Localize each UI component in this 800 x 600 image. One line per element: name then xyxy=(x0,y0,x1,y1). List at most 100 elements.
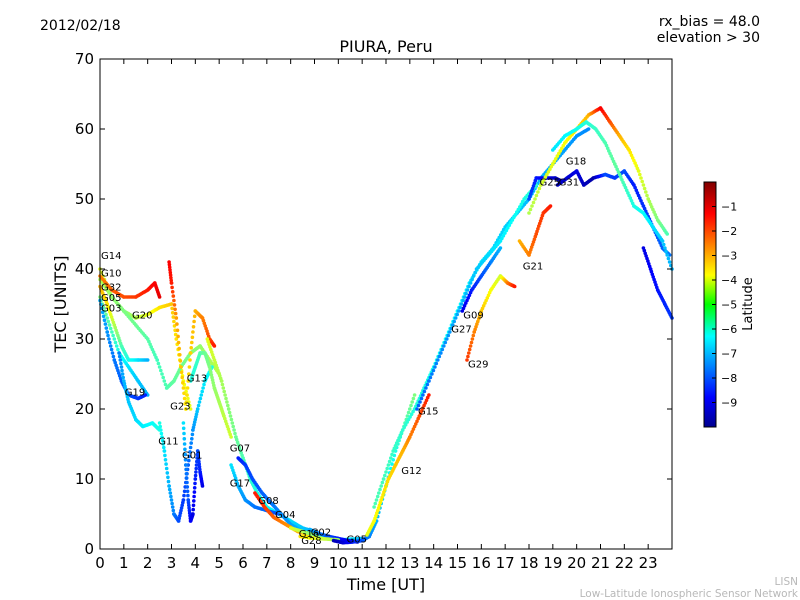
colorbar-label: Latitude xyxy=(741,277,756,331)
data-point xyxy=(380,480,385,485)
data-point xyxy=(102,318,107,323)
data-point xyxy=(461,298,466,303)
data-point xyxy=(184,467,188,472)
y-axis-ticks: 0 10 20 30 40 50 60 70 xyxy=(75,50,672,558)
data-point xyxy=(642,248,647,253)
data-point xyxy=(186,498,190,502)
label-g17: G17 xyxy=(230,479,250,490)
data-point xyxy=(196,451,200,456)
data-point xyxy=(400,428,405,432)
data-point xyxy=(178,514,182,518)
data-point xyxy=(555,154,560,158)
data-point xyxy=(151,350,156,354)
data-point xyxy=(439,351,443,355)
data-point xyxy=(652,210,656,214)
data-point xyxy=(174,337,179,341)
data-point xyxy=(665,253,669,257)
x-tick-label: 13 xyxy=(400,554,419,572)
data-point xyxy=(228,414,233,418)
data-point xyxy=(384,482,389,487)
data-point xyxy=(159,431,164,436)
data-point xyxy=(198,467,202,472)
data-point xyxy=(143,393,148,397)
label-g27: G27 xyxy=(451,325,471,336)
data-point xyxy=(163,458,168,462)
label-g20: G20 xyxy=(132,311,152,322)
data-point xyxy=(424,398,429,403)
series-g09 xyxy=(460,246,503,313)
data-point xyxy=(549,164,554,169)
x-axis-ticks: 0 1 2 3 4 5 6 7 8 9 10 11 12 13 14 15 16 17 18 19 20 21 22 23 xyxy=(95,59,658,572)
data-point xyxy=(167,484,171,488)
data-point xyxy=(190,340,194,345)
data-point xyxy=(486,293,491,298)
data-point xyxy=(533,197,537,201)
data-point xyxy=(159,368,163,373)
data-point xyxy=(516,207,521,212)
label-g28: G28 xyxy=(301,536,321,547)
data-point xyxy=(187,508,192,513)
data-point xyxy=(182,493,186,498)
data-point xyxy=(561,143,566,148)
data-point xyxy=(183,447,187,452)
data-point xyxy=(542,178,546,182)
data-point xyxy=(185,489,190,494)
data-point xyxy=(422,389,427,394)
label-g05b: G05 xyxy=(347,535,367,546)
data-point xyxy=(187,503,191,508)
data-point xyxy=(406,410,411,415)
data-point xyxy=(116,347,120,352)
data-point xyxy=(455,312,460,317)
label-g19: G19 xyxy=(125,388,145,399)
data-point xyxy=(639,176,643,180)
data-point xyxy=(419,396,424,401)
data-point xyxy=(543,175,548,179)
data-point xyxy=(176,334,180,339)
label-g12: G12 xyxy=(401,466,421,477)
x-tick-label: 15 xyxy=(448,554,467,572)
data-point xyxy=(663,246,667,250)
data-point xyxy=(197,459,201,464)
data-point xyxy=(108,326,113,331)
data-point xyxy=(377,503,382,508)
data-point xyxy=(163,382,168,387)
data-point xyxy=(103,322,108,326)
data-point xyxy=(164,462,168,466)
data-point xyxy=(530,204,534,208)
data-point xyxy=(377,491,381,495)
data-point xyxy=(403,423,408,427)
data-point xyxy=(202,382,206,387)
x-tick-label: 5 xyxy=(214,554,224,572)
data-point xyxy=(469,340,474,345)
data-point xyxy=(187,372,191,376)
data-point xyxy=(157,365,162,369)
label-g08: G08 xyxy=(258,496,278,507)
data-point xyxy=(667,260,672,264)
label-g29: G29 xyxy=(468,360,488,371)
data-point xyxy=(157,295,162,299)
data-point xyxy=(119,361,123,366)
data-point xyxy=(169,498,174,502)
data-point xyxy=(99,270,104,275)
data-point xyxy=(647,199,652,204)
data-point xyxy=(448,330,452,334)
data-point xyxy=(107,337,111,341)
data-point xyxy=(628,196,633,200)
data-point xyxy=(436,358,440,362)
data-point xyxy=(473,270,477,275)
data-point xyxy=(182,391,186,396)
data-point xyxy=(187,454,192,459)
data-point xyxy=(168,273,173,277)
data-point xyxy=(470,277,474,282)
data-point xyxy=(411,396,416,401)
x-tick-label: 7 xyxy=(262,554,272,572)
data-point xyxy=(220,382,225,387)
data-point xyxy=(385,466,390,471)
colorbar-tick-label: −6 xyxy=(721,323,737,336)
data-point xyxy=(416,403,421,408)
data-point xyxy=(195,407,200,411)
data-point xyxy=(172,303,177,307)
data-point xyxy=(410,400,415,404)
data-point xyxy=(446,333,451,338)
data-point xyxy=(638,172,642,177)
